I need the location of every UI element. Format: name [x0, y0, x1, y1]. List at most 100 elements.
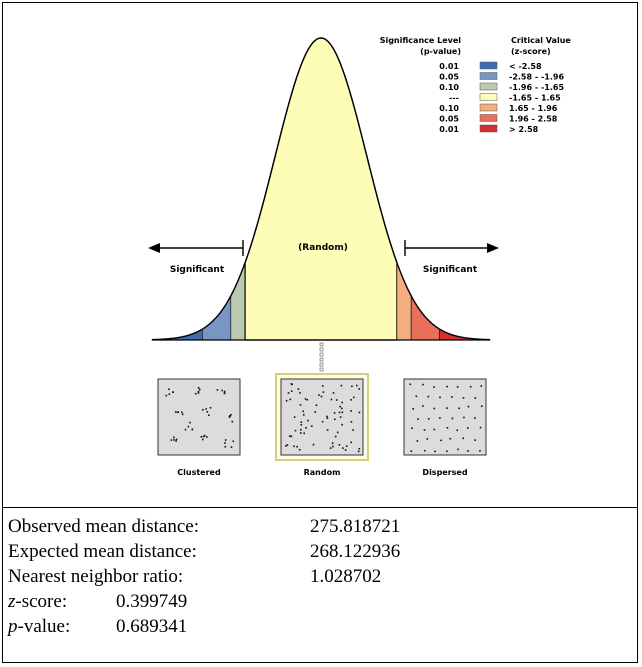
legend-swatch [479, 61, 498, 70]
point [434, 450, 436, 453]
point [433, 428, 436, 431]
legend-row: 0.10 1.65 - 1.96 [439, 103, 558, 113]
point [197, 387, 200, 389]
point [232, 440, 235, 443]
point [335, 399, 338, 401]
point [433, 386, 435, 388]
pattern-label: Clustered [177, 468, 221, 477]
point [467, 427, 469, 429]
point [479, 450, 481, 452]
point [223, 392, 226, 395]
point [469, 385, 472, 388]
point [350, 421, 353, 423]
legend-swatch [479, 124, 498, 133]
point [334, 418, 336, 421]
point [480, 405, 483, 407]
point [342, 447, 344, 449]
point [410, 450, 413, 452]
point [293, 416, 296, 418]
point [338, 411, 341, 414]
point [311, 425, 313, 427]
legend-header-z-line2: (z-score) [511, 47, 551, 56]
point [168, 393, 171, 395]
point [412, 408, 414, 410]
point [449, 437, 452, 440]
legend-p-value: --- [449, 94, 459, 103]
point [411, 427, 413, 429]
point [203, 434, 206, 437]
point [209, 407, 212, 409]
point [300, 421, 303, 423]
normal-curve-outline [152, 37, 490, 341]
point [300, 432, 302, 434]
point [293, 445, 295, 448]
point [341, 411, 344, 414]
point [202, 409, 204, 411]
point [339, 405, 341, 408]
legend-header-p-line2: (p-value) [420, 47, 461, 56]
left-arrow [148, 240, 244, 256]
point [223, 390, 226, 393]
point [341, 423, 343, 426]
point [173, 439, 175, 441]
point [322, 391, 325, 393]
point [330, 398, 333, 401]
legend-row: 0.10 -1.96 - -1.65 [439, 82, 564, 92]
point [340, 384, 343, 387]
point [228, 416, 231, 418]
point [456, 429, 458, 432]
point [302, 410, 304, 413]
legend-z-range: -1.96 - -1.65 [509, 83, 564, 92]
point [451, 417, 454, 420]
point [422, 383, 424, 386]
point [415, 395, 418, 398]
point [206, 411, 209, 413]
point [350, 410, 352, 412]
point [422, 405, 424, 407]
point [189, 421, 191, 424]
point [462, 397, 465, 399]
legend-p-value: 0.05 [439, 115, 459, 124]
point [200, 436, 203, 438]
point [326, 429, 329, 431]
legend-z-range: -2.58 - -1.96 [509, 73, 564, 82]
point [423, 449, 426, 452]
legend-swatch [479, 93, 498, 101]
point [427, 418, 430, 420]
point [474, 397, 477, 399]
stat-value: 1.028702 [310, 566, 382, 587]
point [181, 411, 183, 414]
point [305, 427, 307, 429]
point [285, 445, 287, 447]
point [439, 396, 441, 399]
point [299, 404, 302, 406]
legend-z-range: > 2.58 [509, 125, 539, 134]
point [173, 436, 175, 439]
point [358, 388, 361, 390]
legend-z-range: < -2.58 [509, 62, 542, 71]
pattern-panel-dispersed: Dispersed [403, 378, 487, 477]
point [344, 449, 347, 451]
legend-row: 0.01 > 2.58 [439, 124, 539, 134]
point [168, 388, 170, 390]
point [205, 408, 207, 410]
region-196-165 [230, 262, 246, 341]
legend-p-value: 0.05 [439, 73, 459, 82]
point [300, 424, 303, 426]
point [332, 392, 335, 394]
pattern-box [403, 378, 487, 456]
right-significant-label: Significant [423, 265, 478, 275]
point [331, 442, 334, 444]
point [187, 425, 190, 428]
significance-diagram: Significant Significant (Random) Signifi… [148, 36, 571, 477]
section-divider [2, 507, 638, 508]
pattern-panels: Clustered Random Dispersed [157, 373, 487, 477]
legend-swatch [479, 103, 498, 112]
legend-header-p-line1: Significance Level [380, 36, 462, 45]
legend-z-range: 1.65 - 1.96 [509, 104, 558, 113]
legend-row: 0.05 -2.58 - -1.96 [439, 72, 564, 82]
point [446, 427, 449, 429]
point [291, 383, 293, 386]
point [433, 407, 436, 410]
